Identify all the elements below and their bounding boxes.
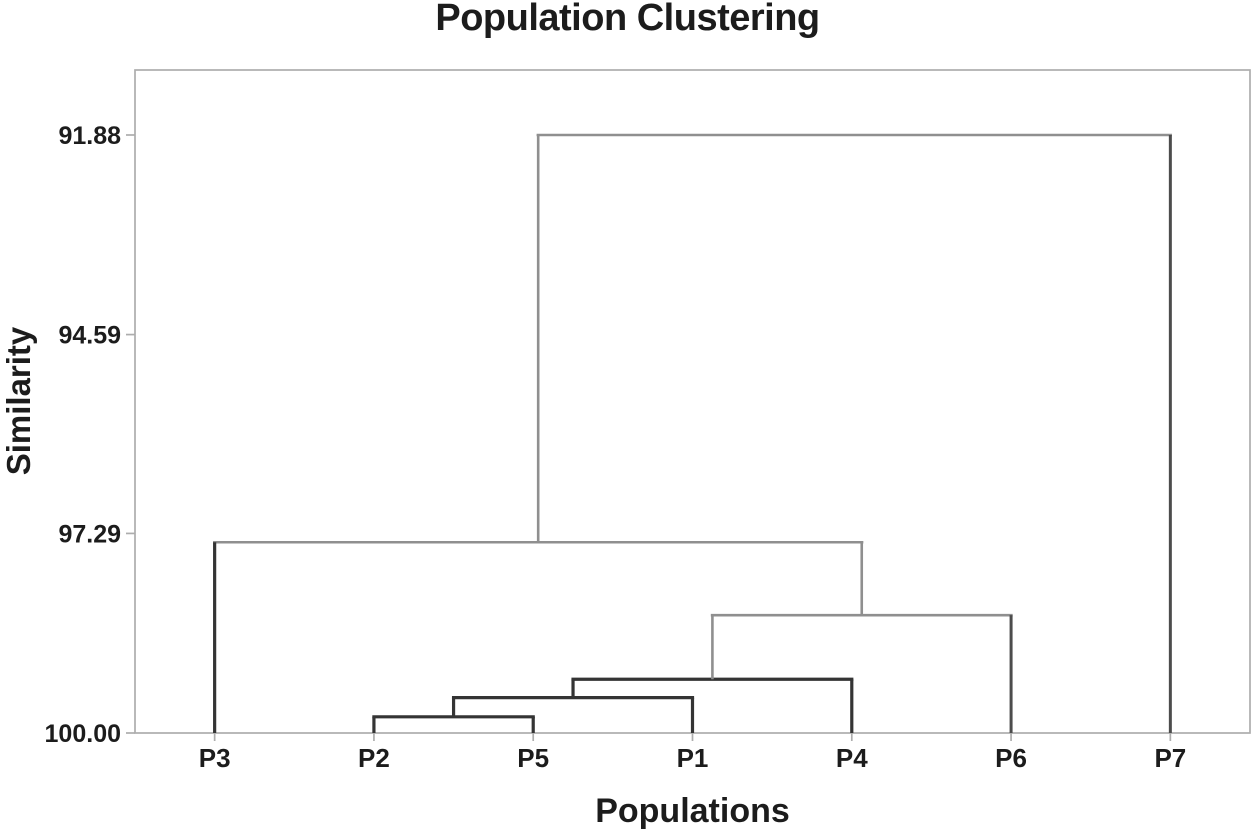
leaf-label: P7 (1154, 743, 1186, 773)
y-axis-tick-label: 100.00 (45, 720, 121, 748)
leaf-label: P4 (836, 743, 868, 773)
y-axis-tick-label: 91.88 (58, 122, 121, 150)
plot-frame (134, 69, 1251, 734)
leaf-label: P6 (995, 743, 1027, 773)
y-axis-tick-label: 97.29 (58, 520, 121, 548)
leaf-label: P5 (517, 743, 549, 773)
y-axis-tick-label: 94.59 (58, 322, 121, 350)
chart-title: Population Clustering (435, 0, 820, 39)
leaf-label: P2 (358, 743, 390, 773)
leaf-label: P1 (677, 743, 709, 773)
leaf-label: P3 (199, 743, 231, 773)
x-axis-title: Populations (595, 792, 790, 830)
